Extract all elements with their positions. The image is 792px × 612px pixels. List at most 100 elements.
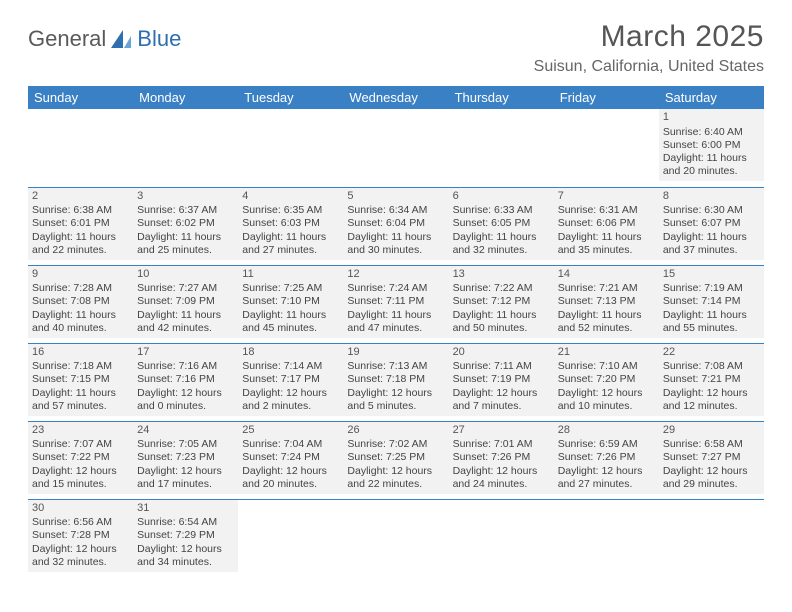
calendar-cell: 13Sunrise: 7:22 AMSunset: 7:12 PMDayligh… <box>449 265 554 343</box>
weekday-header: Saturday <box>659 86 764 109</box>
daylight-text-1: Daylight: 11 hours <box>347 231 444 244</box>
sunrise-text: Sunrise: 6:30 AM <box>663 204 760 217</box>
daylight-text-2: and 22 minutes. <box>32 244 129 257</box>
day-number: 22 <box>663 346 760 360</box>
sunset-text: Sunset: 7:21 PM <box>663 373 760 386</box>
calendar-cell <box>238 499 343 577</box>
calendar-cell: 25Sunrise: 7:04 AMSunset: 7:24 PMDayligh… <box>238 421 343 499</box>
calendar-body: 1Sunrise: 6:40 AMSunset: 6:00 PMDaylight… <box>28 109 764 577</box>
sunrise-text: Sunrise: 6:33 AM <box>453 204 550 217</box>
weekday-header: Monday <box>133 86 238 109</box>
day-number: 25 <box>242 424 339 438</box>
sunrise-text: Sunrise: 6:35 AM <box>242 204 339 217</box>
page-root: General Blue March 2025 Suisun, Californ… <box>0 0 792 587</box>
daylight-text-1: Daylight: 12 hours <box>242 387 339 400</box>
sunrise-text: Sunrise: 7:11 AM <box>453 360 550 373</box>
calendar-cell <box>133 109 238 187</box>
calendar-cell: 27Sunrise: 7:01 AMSunset: 7:26 PMDayligh… <box>449 421 554 499</box>
calendar-cell: 20Sunrise: 7:11 AMSunset: 7:19 PMDayligh… <box>449 343 554 421</box>
title-block: March 2025 Suisun, California, United St… <box>534 20 764 76</box>
sunrise-text: Sunrise: 7:22 AM <box>453 282 550 295</box>
day-number: 24 <box>137 424 234 438</box>
calendar-cell: 1Sunrise: 6:40 AMSunset: 6:00 PMDaylight… <box>659 109 764 187</box>
daylight-text-1: Daylight: 12 hours <box>137 387 234 400</box>
daylight-text-1: Daylight: 11 hours <box>32 309 129 322</box>
calendar-cell: 24Sunrise: 7:05 AMSunset: 7:23 PMDayligh… <box>133 421 238 499</box>
daylight-text-1: Daylight: 11 hours <box>558 231 655 244</box>
sunset-text: Sunset: 7:28 PM <box>32 529 129 542</box>
sunrise-text: Sunrise: 7:21 AM <box>558 282 655 295</box>
daylight-text-1: Daylight: 12 hours <box>663 387 760 400</box>
calendar-cell <box>343 109 448 187</box>
daylight-text-2: and 40 minutes. <box>32 322 129 335</box>
sunset-text: Sunset: 6:00 PM <box>663 139 760 152</box>
daylight-text-1: Daylight: 11 hours <box>347 309 444 322</box>
sunset-text: Sunset: 7:09 PM <box>137 295 234 308</box>
daylight-text-1: Daylight: 12 hours <box>347 387 444 400</box>
daylight-text-2: and 45 minutes. <box>242 322 339 335</box>
sunrise-text: Sunrise: 6:56 AM <box>32 516 129 529</box>
sunset-text: Sunset: 7:17 PM <box>242 373 339 386</box>
daylight-text-2: and 32 minutes. <box>32 556 129 569</box>
day-number: 9 <box>32 268 129 282</box>
daylight-text-2: and 20 minutes. <box>242 478 339 491</box>
daylight-text-2: and 35 minutes. <box>558 244 655 257</box>
day-number: 4 <box>242 190 339 204</box>
sunrise-text: Sunrise: 7:27 AM <box>137 282 234 295</box>
day-number: 15 <box>663 268 760 282</box>
daylight-text-2: and 55 minutes. <box>663 322 760 335</box>
sunset-text: Sunset: 7:26 PM <box>558 451 655 464</box>
sunset-text: Sunset: 6:06 PM <box>558 217 655 230</box>
calendar-cell: 2Sunrise: 6:38 AMSunset: 6:01 PMDaylight… <box>28 187 133 265</box>
daylight-text-2: and 25 minutes. <box>137 244 234 257</box>
daylight-text-1: Daylight: 11 hours <box>558 309 655 322</box>
sunset-text: Sunset: 7:23 PM <box>137 451 234 464</box>
day-number: 18 <box>242 346 339 360</box>
daylight-text-1: Daylight: 12 hours <box>242 465 339 478</box>
weekday-header: Thursday <box>449 86 554 109</box>
daylight-text-2: and 2 minutes. <box>242 400 339 413</box>
daylight-text-2: and 20 minutes. <box>663 165 760 178</box>
daylight-text-1: Daylight: 11 hours <box>242 309 339 322</box>
sunrise-text: Sunrise: 6:31 AM <box>558 204 655 217</box>
daylight-text-2: and 42 minutes. <box>137 322 234 335</box>
logo-text-general: General <box>28 26 106 52</box>
daylight-text-2: and 52 minutes. <box>558 322 655 335</box>
sunset-text: Sunset: 7:24 PM <box>242 451 339 464</box>
day-number: 26 <box>347 424 444 438</box>
day-number: 28 <box>558 424 655 438</box>
daylight-text-1: Daylight: 11 hours <box>663 309 760 322</box>
calendar-cell: 4Sunrise: 6:35 AMSunset: 6:03 PMDaylight… <box>238 187 343 265</box>
sunset-text: Sunset: 7:08 PM <box>32 295 129 308</box>
daylight-text-2: and 0 minutes. <box>137 400 234 413</box>
brand-logo: General Blue <box>28 26 181 52</box>
daylight-text-2: and 50 minutes. <box>453 322 550 335</box>
daylight-text-1: Daylight: 11 hours <box>453 309 550 322</box>
sunrise-text: Sunrise: 7:16 AM <box>137 360 234 373</box>
sunset-text: Sunset: 6:03 PM <box>242 217 339 230</box>
daylight-text-1: Daylight: 12 hours <box>663 465 760 478</box>
sunrise-text: Sunrise: 7:18 AM <box>32 360 129 373</box>
day-number: 20 <box>453 346 550 360</box>
day-number: 31 <box>137 502 234 516</box>
sunset-text: Sunset: 7:11 PM <box>347 295 444 308</box>
sunrise-text: Sunrise: 7:24 AM <box>347 282 444 295</box>
daylight-text-2: and 47 minutes. <box>347 322 444 335</box>
daylight-text-1: Daylight: 11 hours <box>663 152 760 165</box>
sunset-text: Sunset: 7:10 PM <box>242 295 339 308</box>
calendar-cell: 23Sunrise: 7:07 AMSunset: 7:22 PMDayligh… <box>28 421 133 499</box>
day-number: 13 <box>453 268 550 282</box>
sunrise-text: Sunrise: 7:10 AM <box>558 360 655 373</box>
day-number: 29 <box>663 424 760 438</box>
sunrise-text: Sunrise: 7:01 AM <box>453 438 550 451</box>
daylight-text-2: and 27 minutes. <box>558 478 655 491</box>
sunset-text: Sunset: 7:25 PM <box>347 451 444 464</box>
calendar-cell: 5Sunrise: 6:34 AMSunset: 6:04 PMDaylight… <box>343 187 448 265</box>
calendar-cell: 12Sunrise: 7:24 AMSunset: 7:11 PMDayligh… <box>343 265 448 343</box>
calendar-cell: 21Sunrise: 7:10 AMSunset: 7:20 PMDayligh… <box>554 343 659 421</box>
calendar-cell: 28Sunrise: 6:59 AMSunset: 7:26 PMDayligh… <box>554 421 659 499</box>
sunset-text: Sunset: 6:05 PM <box>453 217 550 230</box>
daylight-text-1: Daylight: 11 hours <box>137 309 234 322</box>
daylight-text-2: and 10 minutes. <box>558 400 655 413</box>
sunrise-text: Sunrise: 7:25 AM <box>242 282 339 295</box>
